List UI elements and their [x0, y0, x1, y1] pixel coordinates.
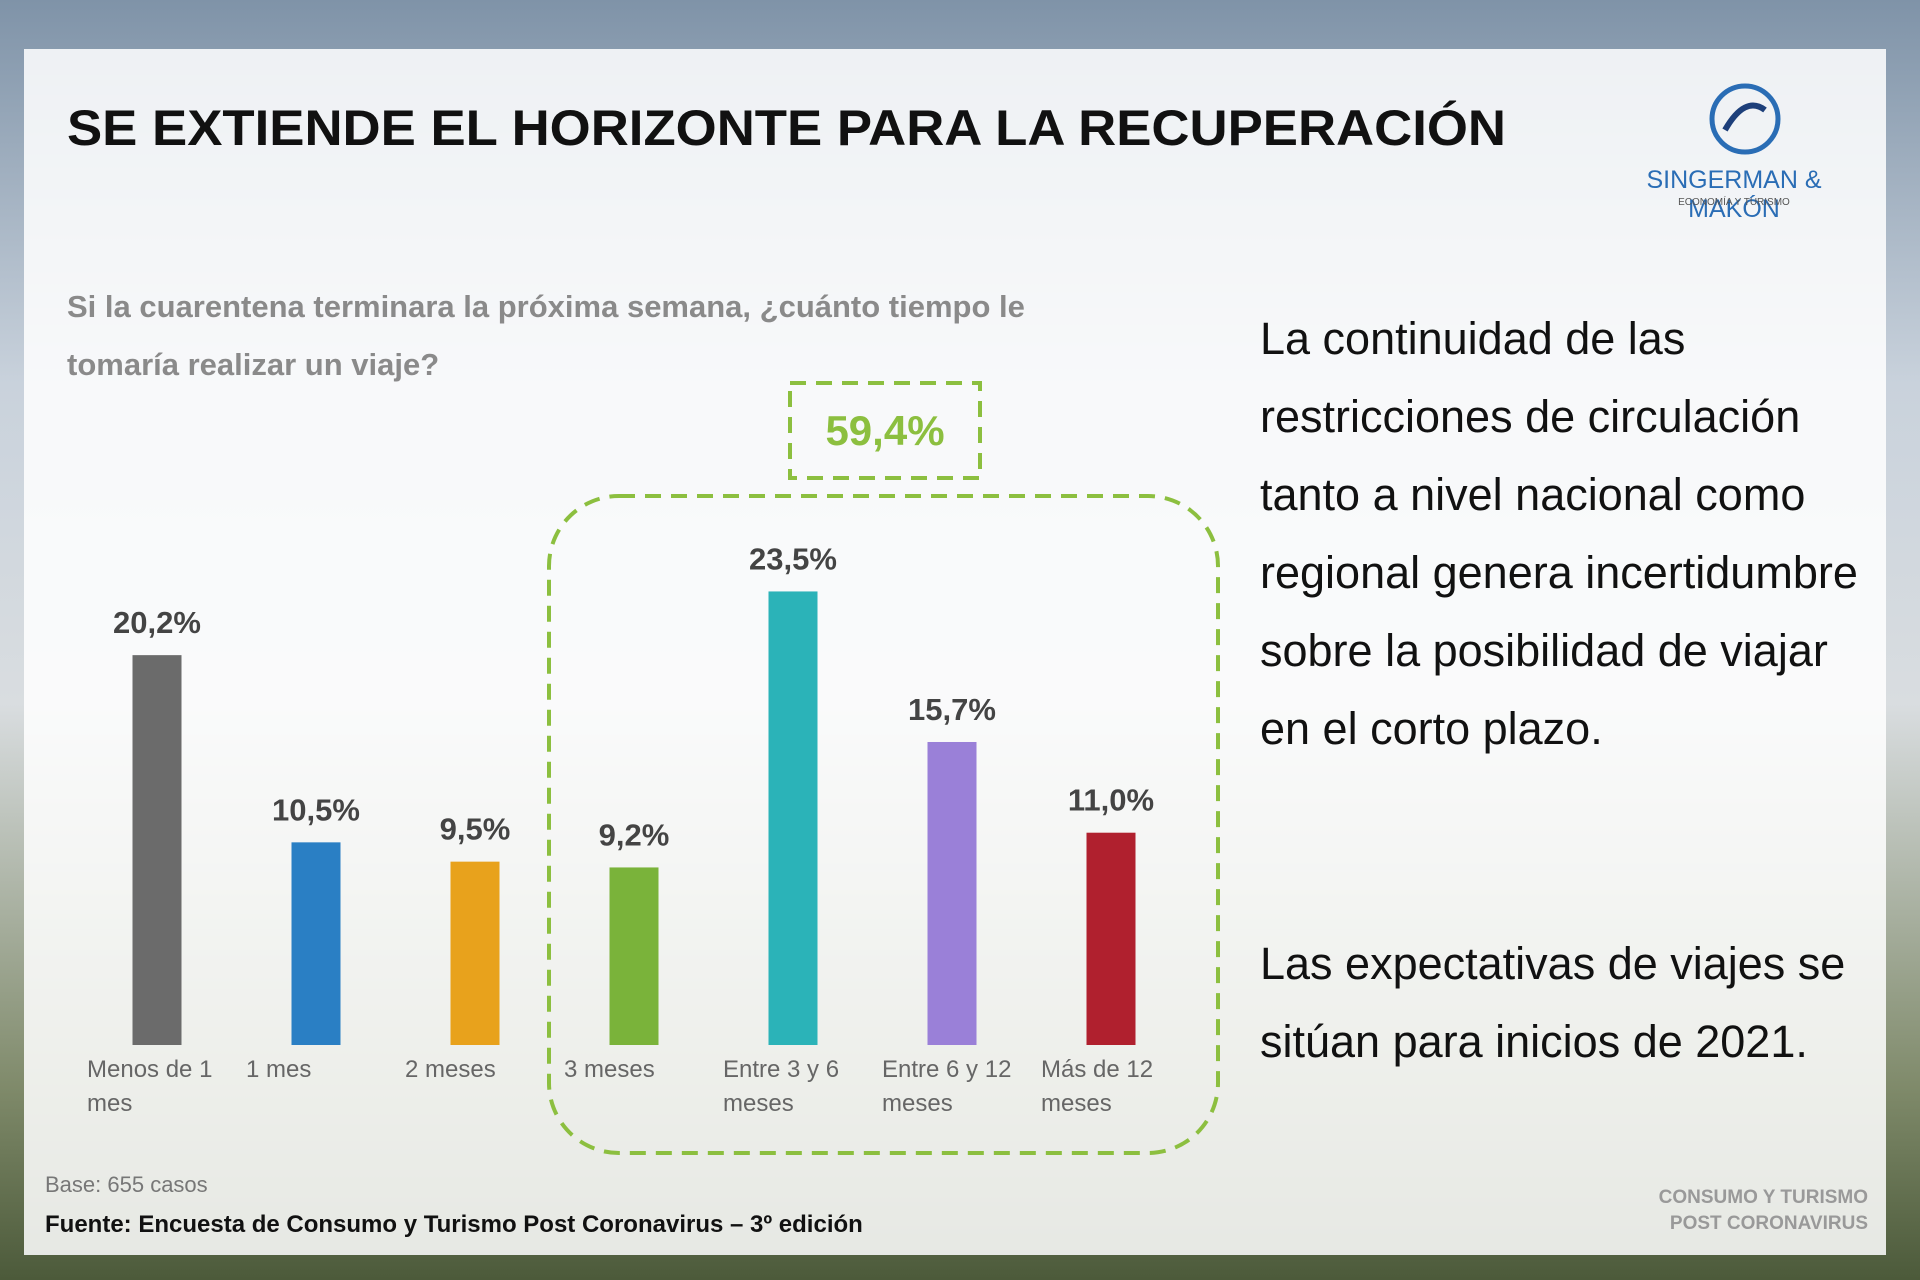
logo-name: SINGERMAN & MAKÓN — [1646, 166, 1822, 223]
footer-label: CONSUMO Y TURISMO — [1658, 1187, 1868, 1208]
category-label: 2 meses — [405, 1056, 496, 1083]
highlight-group — [547, 494, 1220, 1155]
logo-swoosh — [1722, 102, 1767, 132]
source-note: Fuente: Encuesta de Consumo y Turismo Po… — [45, 1211, 863, 1238]
bar — [1086, 832, 1136, 1045]
slide-panel — [24, 49, 1886, 1255]
bar — [132, 655, 182, 1045]
paragraph: Las expectativas de viajes se sitúan par… — [1260, 938, 1846, 1067]
chart-title: SE EXTIENDE EL HORIZONTE PARA LA RECUPER… — [67, 100, 1506, 156]
highlight-box — [788, 381, 982, 480]
paragraph: La continuidad de las restricciones de c… — [1260, 313, 1858, 754]
value-label: 20,2% — [113, 605, 201, 640]
value-label: 9,2% — [599, 817, 670, 852]
value-label: 10,5% — [272, 792, 360, 827]
category-label: Menos de 1 mes — [87, 1056, 213, 1117]
value-label: 23,5% — [749, 541, 837, 576]
value-label: 15,7% — [908, 692, 996, 727]
logo-tagline: ECONOMÍA Y TURISMO — [1678, 197, 1790, 208]
category-label: Entre 6 y 12 meses — [882, 1056, 1012, 1117]
category-label: 1 mes — [246, 1056, 312, 1083]
category-label: Más de 12 meses — [1041, 1056, 1154, 1117]
bar — [450, 861, 500, 1045]
value-label: 11,0% — [1068, 783, 1154, 818]
subtitle: Si la cuarentena terminara la próxima se… — [67, 289, 1025, 382]
bar — [609, 867, 659, 1045]
highlight-label: 59,4% — [825, 407, 944, 454]
bar — [291, 842, 341, 1045]
logo-mark — [1709, 83, 1781, 155]
bar — [927, 741, 977, 1045]
bar — [768, 591, 818, 1045]
category-label: 3 meses — [564, 1056, 655, 1083]
category-label: Entre 3 y 6 meses — [723, 1056, 840, 1117]
base-note: Base: 655 casos — [45, 1172, 208, 1197]
footer-label: POST CORONAVIRUS — [1669, 1213, 1868, 1234]
value-label: 9,5% — [440, 812, 511, 847]
